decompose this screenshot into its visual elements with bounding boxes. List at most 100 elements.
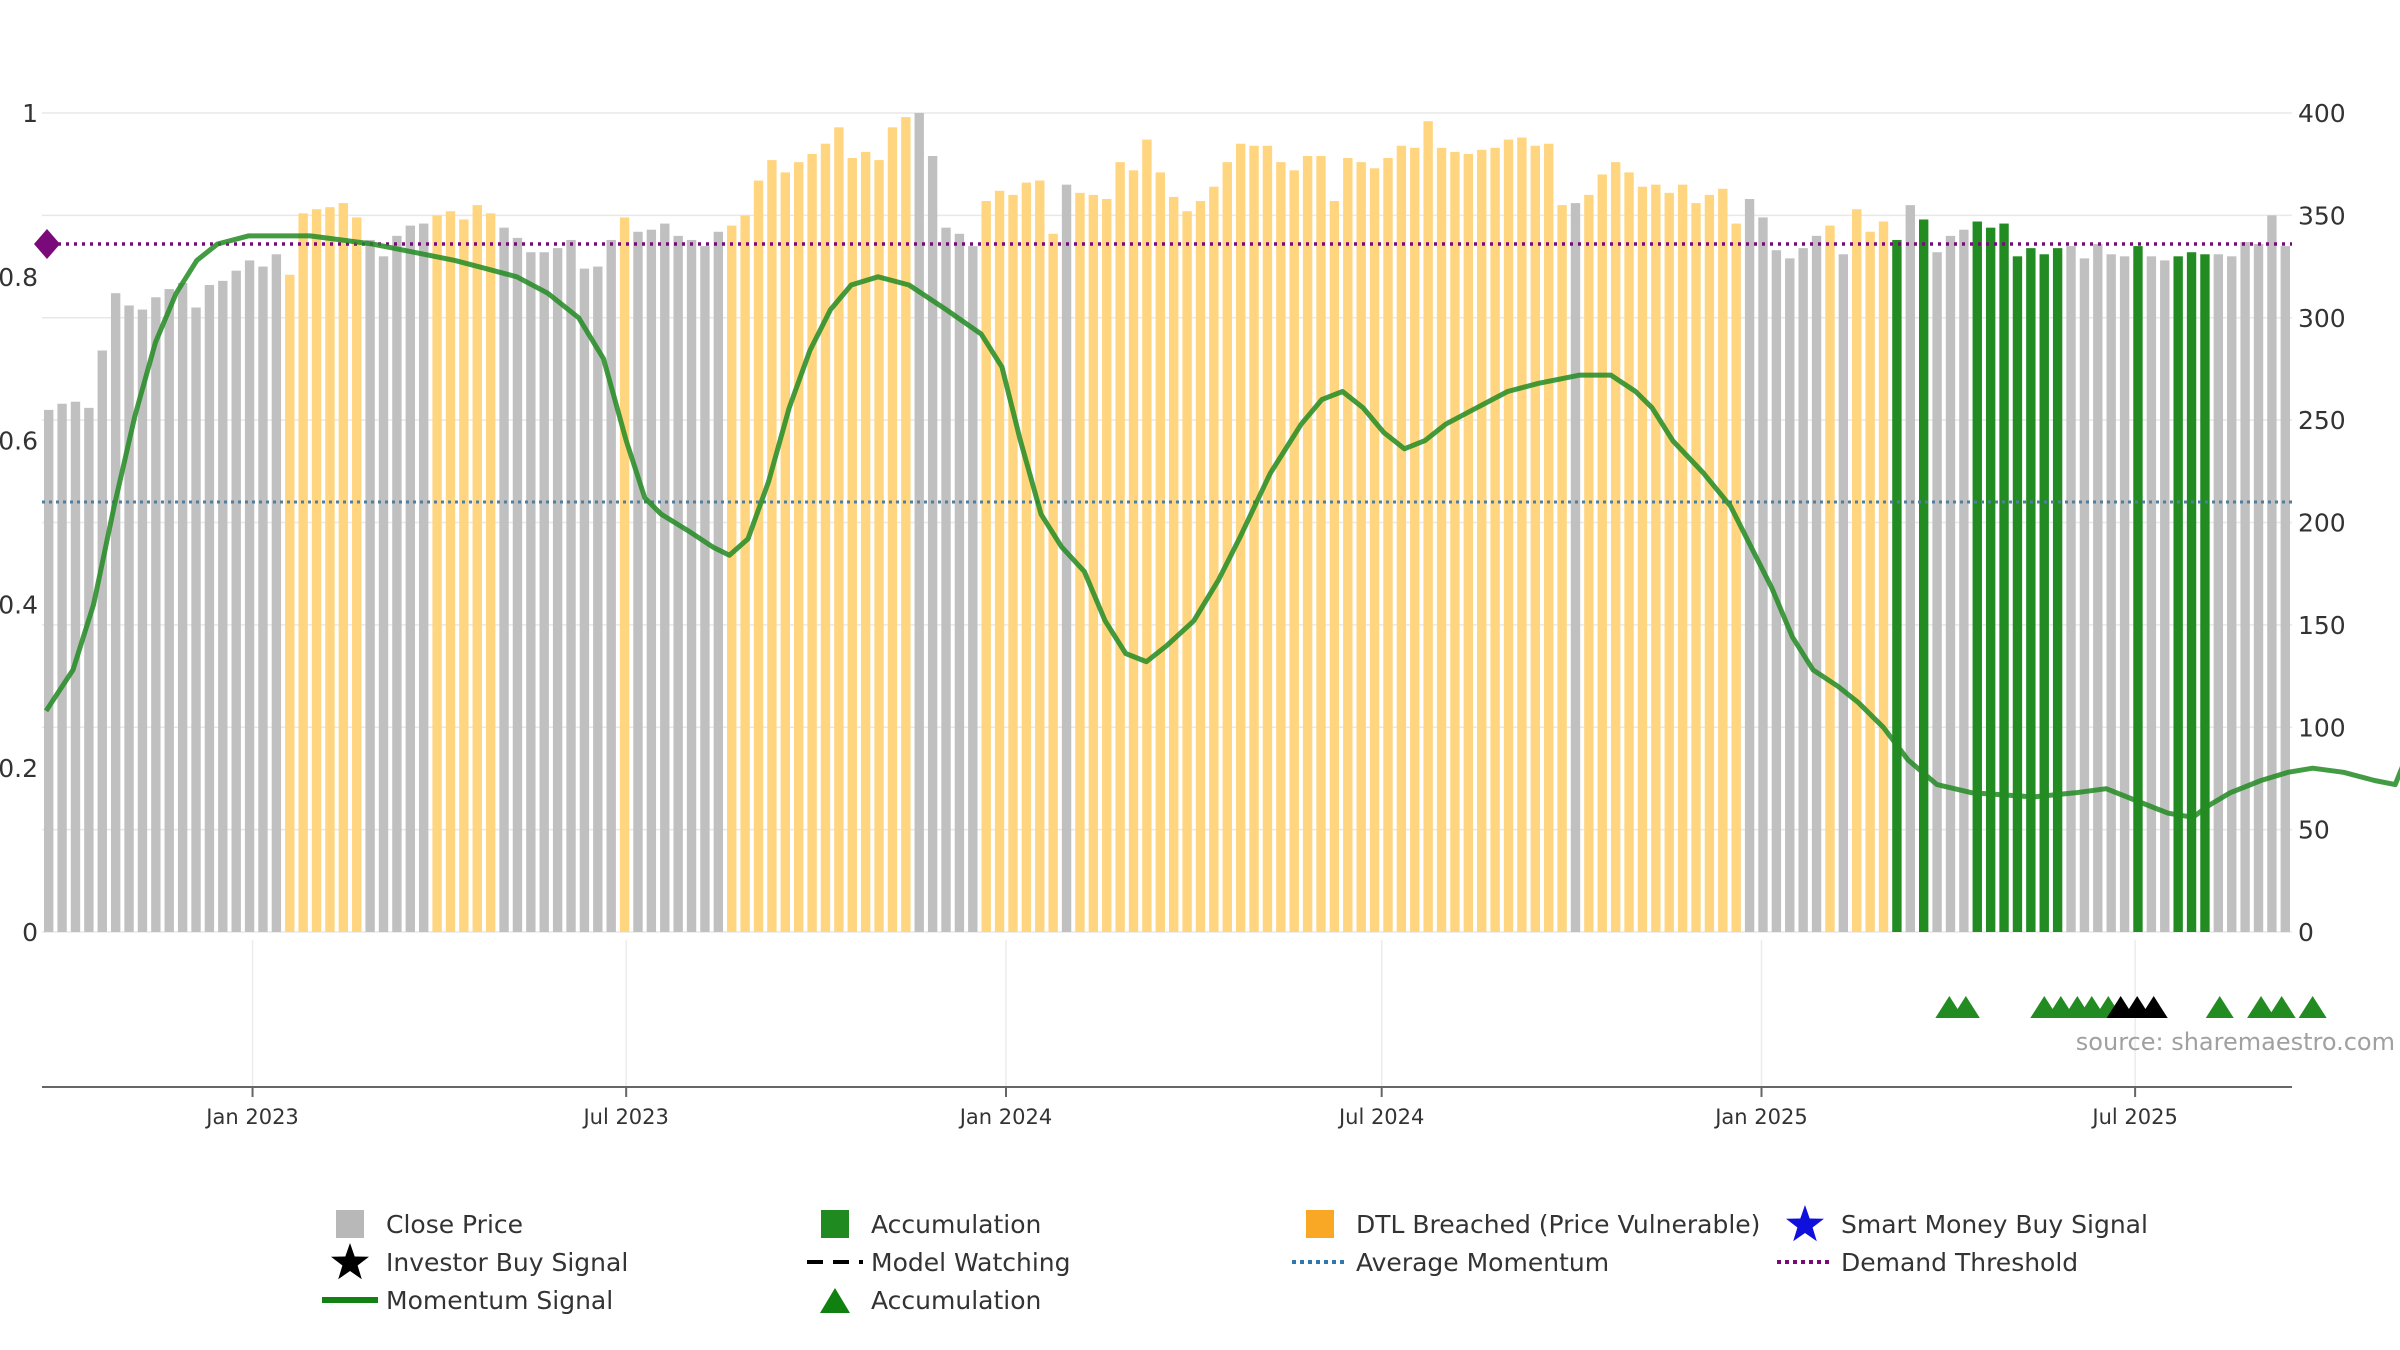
legend-item: Momentum Signal xyxy=(320,1281,613,1319)
dtl-breached-bar xyxy=(740,215,750,932)
accumulation-bar xyxy=(1999,223,2009,932)
dtl-breached-bar xyxy=(1490,147,1500,932)
legend-item: Smart Money Buy Signal xyxy=(1775,1205,2148,1243)
close-price-bar xyxy=(392,235,402,933)
close-price-bar xyxy=(2066,246,2076,932)
accumulation-bar xyxy=(1985,227,1996,932)
close-price-bar xyxy=(579,268,590,932)
dtl-breached-bar xyxy=(1410,147,1420,932)
dtl-breached-bar xyxy=(1035,180,1045,932)
dtl-breached-bar xyxy=(1021,182,1032,933)
legend-item: Accumulation xyxy=(805,1281,1041,1319)
accumulation-bar xyxy=(2173,256,2183,932)
close-price-bar xyxy=(2119,256,2130,932)
dtl-breached-bar xyxy=(1343,158,1353,933)
close-price-bar xyxy=(137,309,148,932)
dtl-breached-bar xyxy=(1008,194,1018,932)
dtl-breached-bar xyxy=(1222,162,1232,932)
dtl-breached-bar xyxy=(1262,145,1273,932)
dtl-breached-bar xyxy=(311,209,322,933)
close-price-bar xyxy=(191,307,201,932)
dtl-breached-bar xyxy=(1088,194,1099,932)
close-price-bar xyxy=(1959,229,1969,932)
legend-square-icon xyxy=(320,1205,380,1243)
legend-square-icon xyxy=(805,1205,865,1243)
dtl-breached-bar xyxy=(1865,231,1875,932)
close-price-bar xyxy=(2079,258,2090,932)
legend-label: DTL Breached (Price Vulnerable) xyxy=(1356,1209,1761,1239)
close-price-bar xyxy=(1570,203,1581,933)
legend-label: Investor Buy Signal xyxy=(386,1247,629,1277)
dtl-breached-bar xyxy=(1557,205,1567,932)
dtl-breached-bar xyxy=(1436,147,1447,932)
close-price-bar xyxy=(1905,205,1915,932)
legend-label: Accumulation xyxy=(871,1209,1042,1239)
legend-line-icon xyxy=(320,1281,380,1319)
dtl-breached-bar xyxy=(459,219,469,933)
axes: 0 0.2 0.4 0.6 0.8 1 0 50 100 150 200 250 300 350 400 Ja… xyxy=(0,99,2346,1129)
close-price-bar xyxy=(539,252,549,933)
legend-triangle-icon xyxy=(805,1281,865,1319)
dtl-breached-bar xyxy=(1302,155,1313,932)
dtl-breached-bar xyxy=(472,205,482,932)
left-axis-tick-label: 0.6 xyxy=(0,427,38,456)
dtl-breached-bar xyxy=(1517,137,1527,932)
dtl-breached-bar xyxy=(753,180,764,932)
close-price-bar xyxy=(968,246,978,932)
dtl-breached-bar xyxy=(887,127,898,932)
legend-label: Close Price xyxy=(386,1209,524,1239)
dtl-breached-bar xyxy=(1477,149,1487,933)
dtl-breached-bar xyxy=(1102,198,1112,932)
close-price-bar xyxy=(2240,241,2250,932)
dtl-breached-bar xyxy=(432,215,442,932)
dtl-breached-bar xyxy=(1115,162,1125,932)
close-price-bar xyxy=(1945,235,1956,933)
close-price-bar xyxy=(646,229,657,932)
close-price-bar xyxy=(244,260,255,932)
close-price-bar xyxy=(2280,246,2290,932)
close-price-bar xyxy=(1771,250,1782,932)
dtl-breached-bar xyxy=(352,217,362,933)
dtl-breached-bar xyxy=(981,201,991,933)
accumulation-triangle-marker xyxy=(2298,996,2327,1018)
close-price-bar xyxy=(566,239,576,932)
close-price-bar xyxy=(271,254,282,933)
x-axis-tick-label: Jul 2024 xyxy=(1337,1105,1424,1129)
close-price-bar xyxy=(633,231,643,932)
dtl-breached-bar xyxy=(860,151,871,933)
dtl-breached-bar xyxy=(619,217,630,933)
close-price-bar xyxy=(660,223,670,932)
dtl-breached-bar xyxy=(1544,143,1554,932)
legend-star-icon xyxy=(1775,1205,1835,1243)
chart-svg: 0 0.2 0.4 0.6 0.8 1 0 50 100 150 200 250 300 350 400 Ja… xyxy=(0,99,2400,1129)
close-price-bar xyxy=(1744,198,1755,932)
legend-label: Average Momentum xyxy=(1356,1247,1610,1277)
close-price-bar xyxy=(606,239,616,932)
dtl-breached-bar xyxy=(994,190,1005,932)
dtl-breached-bar xyxy=(1329,201,1340,933)
dtl-breached-bar xyxy=(1664,192,1674,933)
right-axis-tick-label: 350 xyxy=(2298,201,2346,230)
dtl-breached-bar xyxy=(445,211,456,932)
right-axis-tick-label: 300 xyxy=(2298,304,2346,333)
legend-item: Investor Buy Signal xyxy=(320,1243,628,1281)
dtl-breached-bar xyxy=(780,172,790,932)
legend-square-icon xyxy=(1290,1205,1350,1243)
close-price-bar xyxy=(110,293,121,932)
close-price-bar xyxy=(593,266,603,932)
close-price-bar xyxy=(151,297,161,932)
dtl-breached-bar xyxy=(834,127,844,932)
close-price-bar xyxy=(526,252,536,933)
accumulation-bar xyxy=(1972,221,1982,932)
dtl-breached-bar xyxy=(1356,162,1366,932)
close-price-bar xyxy=(57,403,67,932)
dtl-breached-bar xyxy=(1624,172,1634,932)
x-axis-tick-label: Jan 2025 xyxy=(1713,1105,1808,1129)
legend-item: Accumulation xyxy=(805,1205,1041,1243)
close-price-bar xyxy=(1061,184,1072,933)
dtl-breached-bar xyxy=(1677,184,1688,933)
legend-item: Demand Threshold xyxy=(1775,1243,2078,1281)
close-price-bar xyxy=(2253,244,2264,933)
dtl-breached-bar xyxy=(1610,162,1621,932)
accumulation-bar xyxy=(1892,239,1902,932)
